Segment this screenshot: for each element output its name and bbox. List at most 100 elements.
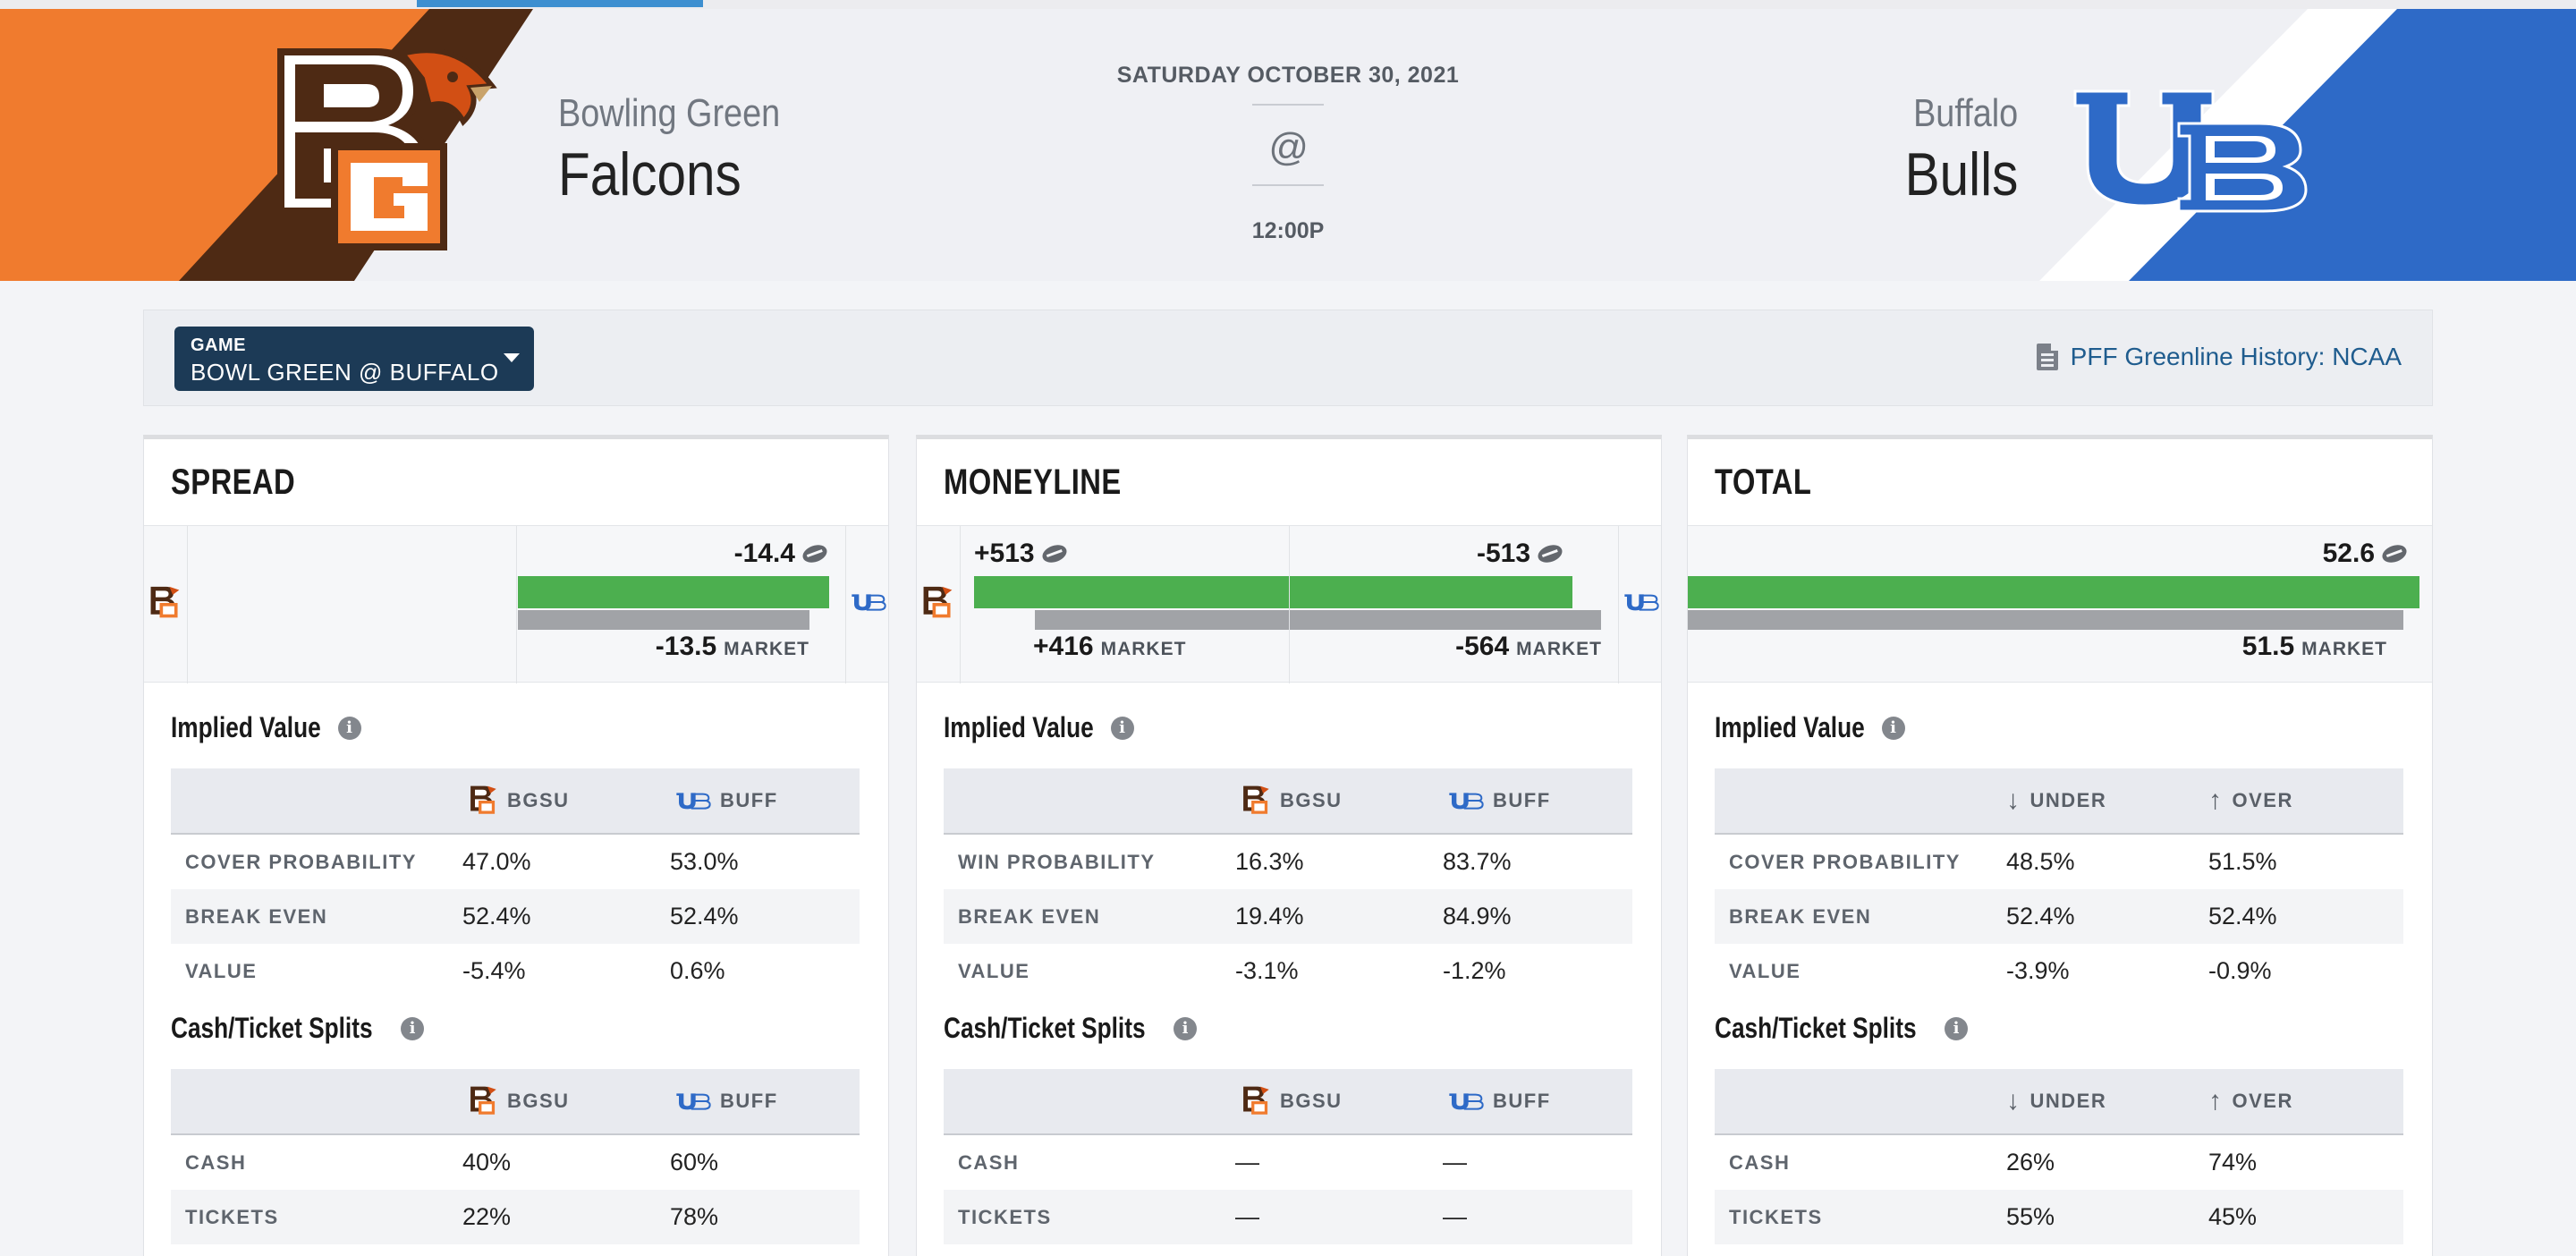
table-row: BREAK EVEN 52.4% 52.4% bbox=[1715, 889, 2403, 944]
game-date: SATURDAY OCTOBER 30, 2021 bbox=[1116, 63, 1460, 88]
implied-value-heading: Implied Value i bbox=[1715, 711, 1905, 744]
table-row: COVER PROBABILITY 48.5% 51.5% bbox=[1729, 848, 2277, 875]
pff-football-icon bbox=[800, 541, 830, 566]
arrow-up-icon: ↑ bbox=[2208, 785, 2224, 815]
away-team-name: Falcons bbox=[558, 140, 741, 208]
spread-pff-bar bbox=[518, 576, 829, 608]
game-select-label: GAME bbox=[191, 335, 246, 355]
bgsu-logo-icon bbox=[1241, 1085, 1271, 1117]
implied-value-table: BGSU BUFF WIN PROBABILITY 16.3% 83.7% BREA… bbox=[944, 768, 1632, 998]
total-card: TOTAL 52.6 51.5 MARKET Implied Value i ↓ UN… bbox=[1687, 435, 2433, 1256]
divider-line bbox=[1252, 104, 1324, 106]
total-market-value: 51.5 MARKET bbox=[2241, 632, 2387, 661]
table-row: BREAK EVEN 19.4% 84.9% bbox=[944, 889, 1632, 944]
table-row: CASH 26% 74% bbox=[1729, 1149, 2258, 1175]
total-pff-bar bbox=[1688, 576, 2419, 608]
moneyline-home-pff-value: -513 bbox=[1477, 539, 1565, 569]
spread-market-value: -13.5 MARKET bbox=[655, 632, 809, 661]
table-row: VALUE -3.1% -1.2% bbox=[958, 957, 1506, 984]
bgsu-logo-icon bbox=[468, 1085, 498, 1117]
total-market-bar bbox=[1688, 610, 2403, 630]
buffalo-logo-icon bbox=[851, 592, 886, 612]
bowling-green-logo bbox=[277, 47, 497, 250]
table-row: WIN PROBABILITY 16.3% 83.7% bbox=[958, 848, 1512, 875]
moneyline-home-market-value: -564 MARKET bbox=[1455, 632, 1602, 661]
cash-ticket-splits-heading: Cash/Ticket Splits i bbox=[944, 1012, 1198, 1045]
buffalo-logo-icon bbox=[1448, 791, 1484, 810]
table-row: COVER PROBABILITY 47.0% 53.0% bbox=[185, 848, 739, 875]
info-icon[interactable]: i bbox=[1945, 1016, 1969, 1040]
game-header: Bowling Green Falcons SATURDAY OCTOBER 3… bbox=[0, 9, 2576, 281]
game-select-dropdown[interactable]: GAME BOWL GREEN @ BUFFALO bbox=[174, 327, 534, 391]
bgsu-logo-icon bbox=[148, 585, 182, 621]
implied-value-heading: Implied Value i bbox=[944, 711, 1134, 744]
away-team-city: Bowling Green bbox=[558, 91, 781, 135]
buffalo-logo-icon bbox=[1623, 592, 1659, 612]
divider-line bbox=[1252, 184, 1324, 186]
at-symbol: @ bbox=[1267, 125, 1309, 169]
info-icon[interactable]: i bbox=[401, 1016, 425, 1040]
moneyline-away-pff-bar bbox=[974, 576, 1289, 608]
card-title: MONEYLINE bbox=[944, 463, 1122, 502]
buffalo-logo-icon bbox=[675, 1091, 711, 1111]
table-row: TICKETS 55% 45% bbox=[1715, 1190, 2403, 1244]
spread-pff-value: -14.4 bbox=[734, 539, 830, 569]
document-icon bbox=[2036, 344, 2058, 370]
game-time: 12:00P bbox=[1251, 218, 1325, 243]
table-row: VALUE -5.4% 0.6% bbox=[185, 957, 725, 984]
spread-card: SPREAD -14.4 -13.5 MARKET Implied Value i … bbox=[143, 435, 889, 1256]
home-team-name: Bulls bbox=[1904, 140, 2018, 208]
info-icon[interactable]: i bbox=[337, 716, 361, 740]
greenline-history-label: PFF Greenline History: NCAA bbox=[2070, 343, 2402, 370]
moneyline-card: MONEYLINE +513 +416 MARKET -513 -564 MARKE… bbox=[916, 435, 1662, 1256]
cash-ticket-splits-heading: Cash/Ticket Splits i bbox=[171, 1012, 425, 1045]
moneyline-bars: +513 +416 MARKET -513 -564 MARKET bbox=[917, 525, 1661, 683]
table-row: VALUE -3.9% -0.9% bbox=[1729, 957, 2272, 984]
table-row: CASH 40% 60% bbox=[185, 1149, 719, 1175]
game-select-value: BOWL GREEN @ BUFFALO bbox=[191, 359, 499, 386]
bgsu-logo-icon bbox=[1241, 785, 1271, 817]
table-row: TICKETS — — bbox=[944, 1190, 1632, 1244]
card-title: TOTAL bbox=[1715, 463, 1812, 502]
arrow-down-icon: ↓ bbox=[2006, 1086, 2021, 1116]
info-icon[interactable]: i bbox=[1881, 716, 1905, 740]
spread-bars: -14.4 -13.5 MARKET bbox=[144, 525, 888, 683]
moneyline-away-pff-value: +513 bbox=[974, 539, 1069, 569]
table-row: TICKETS 22% 78% bbox=[171, 1190, 860, 1244]
bgsu-logo-icon bbox=[468, 785, 498, 817]
buffalo-logo bbox=[2073, 89, 2308, 213]
chevron-down-icon bbox=[504, 353, 520, 362]
moneyline-home-pff-bar bbox=[1290, 576, 1572, 608]
info-icon[interactable]: i bbox=[1110, 716, 1134, 740]
top-progress-strip bbox=[0, 0, 2576, 9]
arrow-down-icon: ↓ bbox=[2006, 785, 2021, 815]
cash-ticket-splits-table: BGSU BUFF CASH — — TICKETS — — bbox=[944, 1069, 1632, 1244]
card-title: SPREAD bbox=[171, 463, 296, 502]
arrow-up-icon: ↑ bbox=[2208, 1086, 2224, 1116]
pff-football-icon bbox=[2379, 541, 2410, 566]
cash-ticket-splits-table: BGSU BUFF CASH 40% 60% TICKETS 22% 78% bbox=[171, 1069, 860, 1244]
top-progress-indicator bbox=[417, 0, 703, 7]
buffalo-logo-icon bbox=[1448, 1091, 1484, 1111]
pff-football-icon bbox=[1039, 541, 1069, 566]
moneyline-home-market-bar bbox=[1290, 610, 1601, 630]
table-row: CASH — — bbox=[958, 1149, 1467, 1175]
implied-value-table: BGSU BUFF COVER PROBABILITY 47.0% 53.0% BR… bbox=[171, 768, 860, 998]
bgsu-logo-icon bbox=[920, 585, 954, 621]
spread-market-bar bbox=[518, 610, 809, 630]
table-row: BREAK EVEN 52.4% 52.4% bbox=[171, 889, 860, 944]
game-selector-bar: GAME BOWL GREEN @ BUFFALO PFF Greenline … bbox=[143, 310, 2433, 406]
total-pff-value: 52.6 bbox=[2323, 539, 2410, 569]
implied-value-table: ↓ UNDER ↑ OVER COVER PROBABILITY 48.5% 51.5%… bbox=[1715, 768, 2403, 998]
moneyline-away-market-value: +416 MARKET bbox=[1033, 632, 1187, 661]
moneyline-away-market-bar bbox=[1035, 610, 1289, 630]
total-bars: 52.6 51.5 MARKET bbox=[1688, 525, 2432, 683]
greenline-history-link[interactable]: PFF Greenline History: NCAA bbox=[2036, 343, 2402, 371]
home-team-city: Buffalo bbox=[1912, 91, 2018, 135]
implied-value-heading: Implied Value i bbox=[171, 711, 361, 744]
buffalo-logo-icon bbox=[675, 791, 711, 810]
cash-ticket-splits-table: ↓ UNDER ↑ OVER CASH 26% 74% TICKETS 55% 45% bbox=[1715, 1069, 2403, 1244]
cash-ticket-splits-heading: Cash/Ticket Splits i bbox=[1715, 1012, 1969, 1045]
pff-football-icon bbox=[1535, 541, 1565, 566]
info-icon[interactable]: i bbox=[1174, 1016, 1198, 1040]
